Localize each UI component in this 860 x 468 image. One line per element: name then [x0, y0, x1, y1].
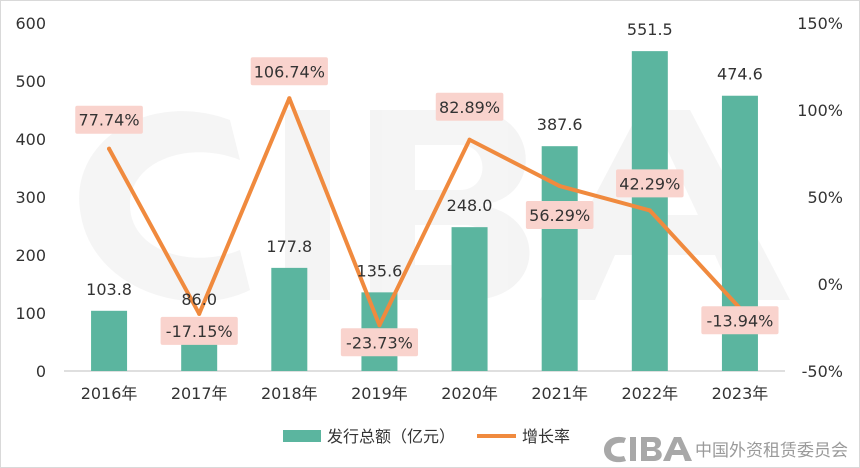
growth-value-label: -13.94% — [707, 311, 774, 330]
y-left-tick-label: 500 — [15, 72, 46, 91]
x-tick-label: 2016年 — [81, 384, 138, 403]
growth-value-label: 56.29% — [529, 206, 590, 225]
x-tick-label: 2020年 — [441, 384, 498, 403]
growth-label-box — [250, 57, 328, 86]
y-left-tick-label: 0 — [36, 362, 46, 381]
y-left-tick-label: 300 — [15, 188, 46, 207]
y-right-tick-label: 0% — [818, 275, 843, 294]
line-point — [197, 311, 202, 316]
growth-value-label: 82.89% — [439, 98, 500, 117]
y-right-tick-label: 100% — [797, 101, 843, 120]
line-point — [647, 208, 652, 213]
growth-value-label: 106.74% — [254, 62, 325, 81]
legend-line-label: 增长率 — [522, 427, 570, 446]
growth-label-box — [525, 201, 594, 230]
line-point — [377, 323, 382, 328]
growth-value-label: 42.29% — [619, 174, 680, 193]
line-point — [287, 96, 292, 101]
x-tick-label: 2021年 — [531, 384, 588, 403]
bar-value-label: 387.6 — [537, 115, 583, 134]
bar-value-label: 248.0 — [447, 196, 493, 215]
growth-value-label: 77.74% — [79, 111, 140, 130]
y-right-tick-label: -50% — [802, 362, 843, 381]
ciba-logo-icon — [604, 436, 692, 463]
x-tick-label: 2017年 — [171, 384, 228, 403]
y-left-tick-label: 100 — [15, 304, 46, 323]
y-right-tick-label: 50% — [807, 188, 843, 207]
x-tick-label: 2023年 — [712, 384, 769, 403]
line-point — [557, 184, 562, 189]
growth-label-box — [616, 169, 684, 198]
bar-value-label: 551.5 — [627, 20, 673, 39]
line-point — [467, 137, 472, 142]
bar — [541, 146, 578, 371]
y-left-tick-label: 400 — [15, 130, 46, 149]
growth-rate-line — [107, 96, 742, 328]
legend: 发行总额（亿元） 增长率 — [283, 427, 570, 446]
bar — [271, 267, 308, 371]
line-series — [107, 96, 742, 328]
x-tick-label: 2022年 — [621, 384, 678, 403]
bar — [451, 227, 488, 371]
x-tick-label: 2019年 — [351, 384, 408, 403]
data-labels: 103.8 86.0 177.8 135.6 248.0 387.6 551.5 474.6 7… — [75, 20, 779, 357]
growth-label-box — [701, 306, 779, 335]
y-right-tick-label: 150% — [797, 14, 843, 33]
y-left-tick-label: 600 — [15, 14, 46, 33]
bar-value-label: 86.0 — [181, 290, 217, 309]
growth-label-box — [340, 328, 419, 357]
line-point — [107, 146, 112, 151]
ciba-logo-watermark: 中国外资租赁委员会 — [604, 436, 848, 463]
bar-series — [91, 51, 758, 372]
growth-value-label: -23.73% — [346, 333, 413, 352]
legend-bar-label: 发行总额（亿元） — [327, 427, 455, 446]
bar-value-label: 103.8 — [86, 280, 132, 299]
bar — [91, 310, 128, 371]
bar-value-label: 177.8 — [266, 237, 312, 256]
growth-label-box — [75, 105, 143, 134]
legend-bar-swatch — [283, 430, 321, 442]
growth-label-box — [435, 92, 504, 121]
y-left-tick-label: 200 — [15, 246, 46, 265]
x-tick-label: 2018年 — [261, 384, 318, 403]
watermark-text: 中国外资租赁委员会 — [695, 441, 848, 461]
bar-value-label: 135.6 — [357, 261, 403, 280]
growth-label-box — [160, 316, 238, 345]
growth-value-label: -17.15% — [166, 322, 233, 341]
bar-value-label: 474.6 — [717, 65, 763, 84]
